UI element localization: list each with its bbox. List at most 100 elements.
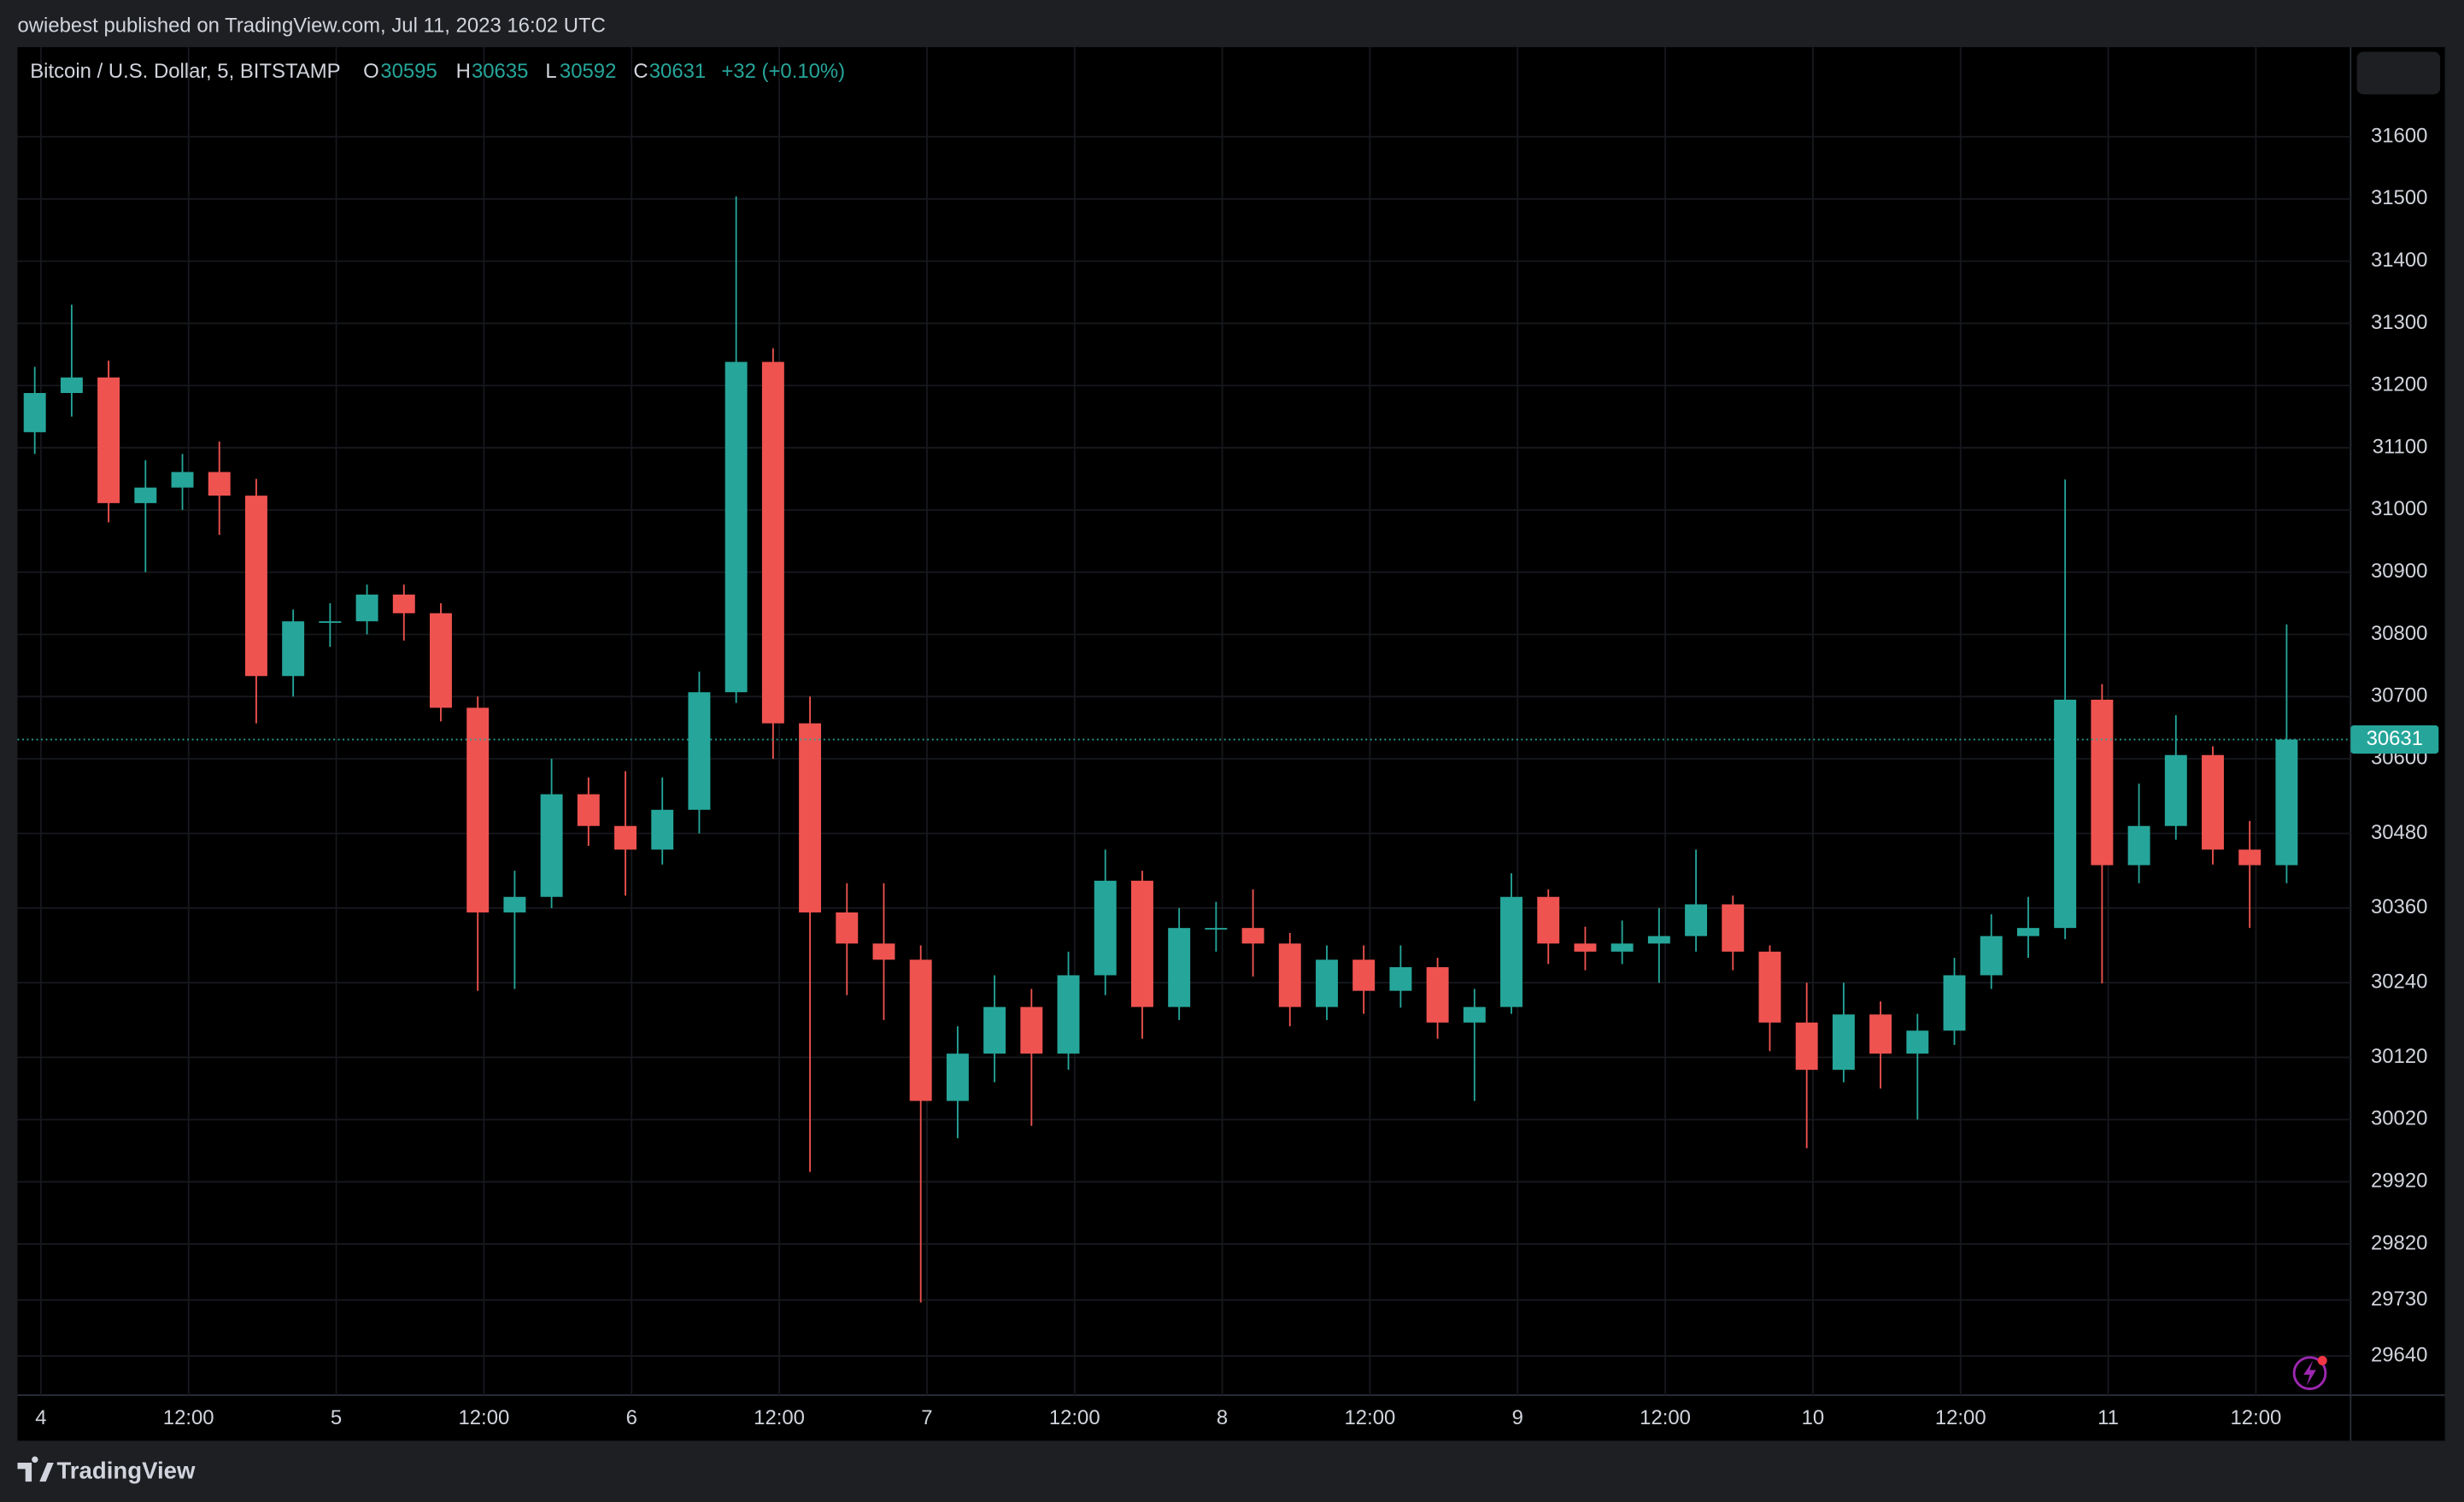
y-tick-label: 30120 [2371, 1045, 2427, 1068]
x-tick-label: 11 [2097, 1406, 2119, 1429]
x-tick-label: 7 [921, 1406, 932, 1429]
y-tick-label: 31000 [2371, 497, 2427, 520]
x-tick-label: 12:00 [1640, 1406, 1691, 1429]
candle-body [651, 809, 674, 850]
y-tick-label: 31100 [2373, 435, 2428, 458]
candle-body [503, 896, 526, 912]
legend-value: 30592 [560, 60, 616, 83]
x-tick-label: 12:00 [754, 1406, 805, 1429]
candle-body [946, 1053, 969, 1101]
tradingview-logo [17, 1456, 54, 1482]
candle-body [23, 392, 46, 432]
candle-body [1574, 943, 1597, 952]
candle-body [577, 794, 600, 826]
settings-button[interactable] [2356, 51, 2441, 95]
y-tick-label: 31400 [2371, 249, 2427, 272]
candle-body [2238, 849, 2262, 865]
candle-body [1906, 1030, 1929, 1054]
y-tick-label: 29920 [2371, 1170, 2427, 1193]
y-tick-label: 30360 [2371, 895, 2427, 918]
candle-body [1389, 967, 1412, 991]
candle-body [614, 825, 637, 850]
y-tick-label: 31600 [2371, 124, 2427, 147]
plot [17, 47, 2351, 1395]
x-tick-label: 12:00 [163, 1406, 214, 1429]
candle-body [244, 496, 267, 677]
x-tick-label: 5 [331, 1406, 342, 1429]
candle-body [872, 943, 895, 960]
candle-body [836, 912, 859, 944]
candle-body [1205, 928, 1228, 930]
legend-label: H [456, 60, 471, 83]
candle-body [319, 621, 342, 624]
legend-label: O [363, 60, 379, 83]
candle-body [282, 621, 305, 677]
candle-body [208, 472, 231, 496]
symbol: Bitcoin / U.S. Dollar, 5, BITSTAMP [30, 60, 340, 83]
brand: TradingView [56, 1457, 195, 1483]
alert-icon[interactable] [2292, 1355, 2327, 1391]
candle-body [1057, 975, 1080, 1054]
candle-body [1943, 975, 1966, 1031]
x-tick-label: 10 [1802, 1406, 1825, 1429]
y-tick-label: 29640 [2371, 1343, 2427, 1366]
candle-body [1537, 896, 1560, 944]
published-note: owiebest published on TradingView.com, J… [18, 15, 606, 38]
candle-body [2054, 699, 2077, 929]
candle-body [1610, 943, 1634, 952]
candle-body [2016, 928, 2039, 936]
candle-body [2091, 699, 2114, 865]
candle-body [909, 959, 932, 1101]
candle-body [1094, 880, 1117, 976]
candle-body [171, 472, 194, 488]
candle-body [1426, 967, 1449, 1023]
y-tick-label: 30700 [2371, 684, 2427, 707]
candle-body [1832, 1014, 1855, 1071]
candle-body [1722, 904, 1745, 952]
x-tick-label: 12:00 [458, 1406, 509, 1429]
candle-body [725, 361, 748, 693]
candle-body [1316, 959, 1338, 1007]
candle-body [1647, 936, 1670, 944]
legend-value: 30595 [380, 60, 437, 83]
candle-body [466, 707, 490, 912]
candle-body [2275, 739, 2298, 865]
candle-body [1685, 904, 1708, 936]
candle-body [1869, 1014, 1892, 1054]
y-tick-label: 30800 [2371, 622, 2427, 645]
candle-body [2127, 825, 2150, 865]
candle-body [1500, 896, 1522, 1007]
candle-body [1463, 1006, 1486, 1023]
legend-value: 30631 [649, 60, 706, 83]
candle-body [2164, 754, 2187, 826]
candle-body [1795, 1022, 1818, 1071]
x-tick-label: 4 [35, 1406, 46, 1429]
candle-body [983, 1006, 1006, 1054]
x-tick-label: 12:00 [1935, 1406, 1986, 1429]
y-tick-label: 29820 [2371, 1231, 2427, 1254]
candle-body [1352, 959, 1376, 991]
x-tick-label: 12:00 [1344, 1406, 1395, 1429]
candle-body [688, 692, 711, 810]
candle-body [1758, 951, 1781, 1023]
candle-body [1241, 928, 1264, 944]
candle-body [1980, 936, 2003, 976]
candle-body [799, 723, 822, 912]
candle-body [1130, 880, 1153, 1007]
candle-body [97, 377, 120, 503]
candle-body [2202, 754, 2224, 850]
x-tick-label: 6 [626, 1406, 637, 1429]
candle-body [60, 377, 83, 393]
y-tick-label: 30240 [2371, 971, 2427, 994]
x-tick-label: 12:00 [2231, 1406, 2282, 1429]
y-tick-label: 31200 [2371, 373, 2427, 396]
candle-body [430, 613, 452, 708]
x-tick-label: 8 [1217, 1406, 1228, 1429]
x-tick-label: 12:00 [1049, 1406, 1100, 1429]
last-price-label: 30631 [2367, 727, 2423, 750]
y-tick-label: 31500 [2371, 186, 2427, 209]
x-tick-label: 9 [1512, 1406, 1523, 1429]
candle-body [1278, 943, 1301, 1007]
candle-body [761, 361, 784, 724]
y-tick-label: 30900 [2371, 560, 2427, 583]
